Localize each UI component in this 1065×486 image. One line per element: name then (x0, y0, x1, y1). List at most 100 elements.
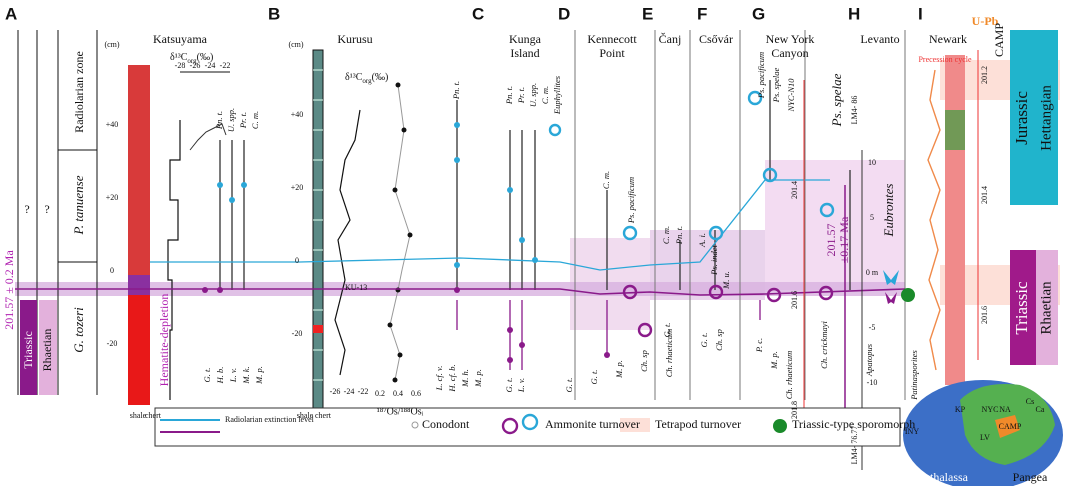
age: 201.57 ± 0.2 Ma (2, 250, 16, 330)
conodont-points (202, 287, 610, 363)
age-tick: 201.6 (790, 291, 799, 309)
os-tick: 0.6 (411, 389, 421, 398)
ammonite-icons (548, 90, 835, 338)
taxon: M. k. (241, 366, 251, 384)
legend-swatch (411, 421, 419, 429)
taxon: Pn. t. (504, 86, 514, 105)
taxon: U. spp. (226, 108, 236, 132)
legend-swatch (773, 419, 787, 433)
chert-column (128, 65, 150, 275)
depth-tick: +40 (291, 110, 304, 119)
meter-tick: 5 (870, 213, 874, 222)
taxon: Ch. sp (639, 350, 649, 372)
d13c-curve (167, 120, 181, 400)
legend-swatch (521, 413, 539, 431)
zone: G. tozeri (71, 307, 86, 353)
rhaetian-box (1036, 250, 1058, 365)
taxon: Ch. crickmayi (819, 321, 829, 369)
chert-column (128, 295, 150, 405)
d13c-curve (334, 109, 361, 376)
site-title: New York (766, 32, 815, 46)
site-title: Island (510, 46, 539, 60)
isotope-tick: -26 (330, 387, 341, 396)
meter-tick: -5 (869, 323, 876, 332)
cycle: Precession cycle (918, 55, 972, 64)
continent: Pangea (1013, 470, 1048, 484)
os-tick: 0.2 (375, 389, 385, 398)
isotope-tick: -24 (205, 61, 216, 70)
taxon: C. m. (661, 226, 671, 244)
sporomorph-icon (901, 288, 915, 302)
legend-swatch (620, 418, 650, 432)
column-dividers (17, 30, 906, 400)
taxon: G. t. (504, 378, 514, 393)
panel-letter: I (918, 4, 923, 23)
legend-label: Ammonite turnover (545, 417, 640, 431)
taxon: G. t. (699, 333, 709, 348)
legend-label: Triassic-type sporomorph (792, 417, 915, 431)
taxon: M. p. (769, 351, 779, 370)
jurassic-box (1010, 30, 1058, 205)
taxon: M. p. (254, 366, 264, 385)
taxon: Ps. pacificum (626, 177, 636, 224)
taxon: C. m. (540, 86, 550, 104)
pink-band (765, 160, 905, 290)
site-title: Kunga (509, 32, 542, 46)
taxon: Pn. t. (451, 81, 461, 100)
extinction-level (15, 288, 906, 296)
unit: (cm) (104, 40, 119, 49)
lithology: shale (297, 411, 314, 420)
taxon: Ps. spelae (829, 73, 844, 127)
isotope-label: δ¹³Corg(‰) (170, 52, 213, 64)
system: Triassic (21, 331, 35, 369)
site-title: Levanto (860, 32, 899, 46)
taxon: Ch. rhaeticum (784, 351, 794, 399)
os-label: ¹⁸⁷Os/¹⁸⁸Osᵢ (377, 406, 424, 417)
red-layer (313, 325, 323, 333)
stage: Rhaetian (1038, 281, 1054, 335)
site-title: Newark (929, 32, 967, 46)
track: Eubrontes (881, 184, 896, 238)
taxon: NYC-N10 (786, 78, 796, 113)
taxon: Pn. t. (214, 111, 224, 130)
age-tick: 201.8 (790, 401, 799, 419)
taxon: L. v. (228, 368, 238, 383)
age: ±0.17 Ma (837, 216, 851, 263)
range-bars (456, 80, 851, 290)
site-title: Kennecott (587, 32, 637, 46)
lithology: shale (130, 411, 147, 420)
depth-tick: 0 (295, 256, 299, 265)
taxon: Pn. t. (674, 226, 684, 245)
range-bars (219, 140, 245, 290)
site-title: Csővár (699, 32, 733, 46)
legend-label: Radiolarian extinction level (225, 415, 315, 424)
os-curve (389, 84, 411, 381)
legend-label: Tetrapod turnover (655, 417, 741, 431)
unknown: ? (44, 202, 49, 216)
panel-letter: B (268, 4, 280, 23)
taxon: A. i. (697, 233, 707, 248)
legend-box (154, 407, 901, 447)
taxon: M. p. (473, 369, 483, 388)
taxon: L. v. (516, 378, 526, 393)
taxon: Ps. pacificum (756, 52, 766, 99)
taxon: H. b. (215, 367, 225, 385)
panel-letter: E (642, 4, 653, 23)
legend-swatch (501, 417, 519, 435)
taxon: Patinasporites (909, 350, 919, 401)
map-label: NA (999, 405, 1011, 414)
camp: CAMP (992, 23, 1006, 57)
age-tick: 201.4 (980, 186, 989, 204)
legend-label: Conodont (422, 417, 470, 431)
isotope-tick: -28 (175, 61, 186, 70)
isotope-tick: -26 (190, 61, 201, 70)
site-title: Canyon (771, 46, 808, 60)
meter-tick: 0 m (866, 268, 879, 277)
taxon: L. cf. v. (434, 366, 444, 392)
taxon: C. m. (601, 171, 611, 189)
depth-tick: +20 (106, 193, 119, 202)
site-title: Katsuyama (153, 32, 208, 46)
meter-tick: 10 (868, 158, 876, 167)
taxon: M. h. (460, 369, 470, 388)
